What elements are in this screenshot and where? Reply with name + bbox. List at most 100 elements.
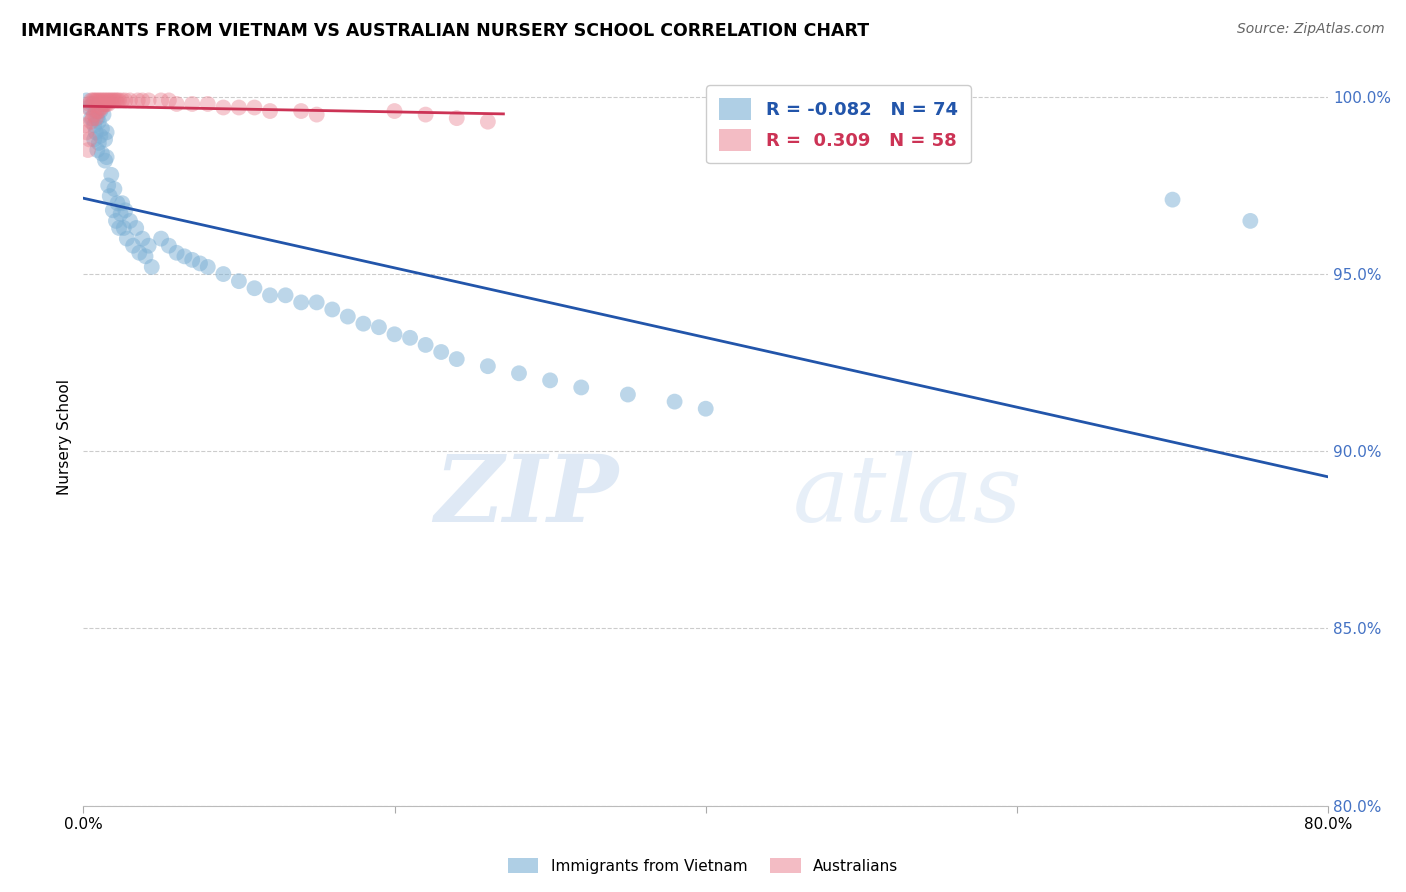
- Point: [617, 387, 640, 401]
- Point: [75, 94, 97, 108]
- Point: [94, 153, 117, 168]
- Point: [399, 331, 422, 345]
- Point: [107, 94, 129, 108]
- Point: [98, 189, 121, 203]
- Point: [89, 94, 111, 108]
- Point: [79, 132, 101, 146]
- Point: [104, 214, 127, 228]
- Point: [138, 238, 160, 252]
- Point: [259, 288, 281, 302]
- Point: [321, 302, 343, 317]
- Point: [141, 260, 163, 274]
- Point: [84, 125, 107, 139]
- Point: [446, 352, 468, 367]
- Point: [128, 245, 150, 260]
- Point: [305, 107, 328, 121]
- Point: [83, 94, 105, 108]
- Point: [97, 178, 120, 193]
- Point: [135, 249, 157, 263]
- Point: [228, 274, 250, 288]
- Point: [384, 327, 406, 342]
- Point: [131, 94, 153, 108]
- Point: [157, 238, 180, 252]
- Point: [108, 94, 131, 108]
- Point: [110, 207, 132, 221]
- Point: [197, 260, 219, 274]
- Point: [259, 103, 281, 118]
- Point: [96, 150, 118, 164]
- Point: [368, 320, 391, 334]
- Point: [94, 132, 117, 146]
- Point: [100, 168, 122, 182]
- Point: [569, 380, 592, 394]
- Point: [101, 203, 124, 218]
- Point: [1239, 214, 1261, 228]
- Point: [695, 401, 717, 416]
- Point: [91, 94, 114, 108]
- Point: [89, 128, 111, 143]
- Point: [477, 114, 499, 128]
- Point: [188, 256, 211, 270]
- Point: [111, 196, 134, 211]
- Point: [98, 94, 121, 108]
- Point: [336, 310, 359, 324]
- Point: [96, 94, 118, 108]
- Point: [82, 97, 104, 112]
- Point: [508, 366, 530, 380]
- Point: [80, 114, 103, 128]
- Point: [97, 97, 120, 112]
- Point: [305, 295, 328, 310]
- Point: [131, 232, 153, 246]
- Point: [96, 125, 118, 139]
- Point: [352, 317, 374, 331]
- Point: [86, 103, 108, 118]
- Point: [111, 94, 134, 108]
- Point: [94, 94, 117, 108]
- Point: [112, 221, 135, 235]
- Point: [150, 94, 173, 108]
- Point: [115, 232, 138, 246]
- Point: [446, 111, 468, 125]
- Point: [86, 111, 108, 125]
- Point: [290, 295, 312, 310]
- Point: [274, 288, 297, 302]
- Point: [415, 107, 437, 121]
- Point: [79, 101, 101, 115]
- Point: [104, 94, 127, 108]
- Legend: R = -0.082   N = 74, R =  0.309   N = 58: R = -0.082 N = 74, R = 0.309 N = 58: [706, 85, 970, 163]
- Point: [91, 146, 114, 161]
- Text: Source: ZipAtlas.com: Source: ZipAtlas.com: [1237, 22, 1385, 37]
- Point: [93, 94, 115, 108]
- Point: [538, 373, 561, 387]
- Point: [107, 196, 129, 211]
- Point: [114, 203, 136, 218]
- Point: [87, 103, 110, 118]
- Point: [82, 111, 104, 125]
- Point: [664, 394, 686, 409]
- Y-axis label: Nursery School: Nursery School: [58, 379, 72, 495]
- Point: [77, 143, 100, 157]
- Point: [83, 132, 105, 146]
- Point: [93, 97, 115, 112]
- Point: [228, 101, 250, 115]
- Point: [86, 143, 108, 157]
- Point: [103, 94, 125, 108]
- Point: [73, 118, 96, 132]
- Point: [83, 107, 105, 121]
- Text: ZIP: ZIP: [434, 451, 619, 541]
- Point: [138, 94, 160, 108]
- Point: [118, 214, 141, 228]
- Point: [94, 97, 117, 112]
- Point: [87, 94, 110, 108]
- Point: [150, 232, 173, 246]
- Point: [166, 97, 188, 112]
- Text: IMMIGRANTS FROM VIETNAM VS AUSTRALIAN NURSERY SCHOOL CORRELATION CHART: IMMIGRANTS FROM VIETNAM VS AUSTRALIAN NU…: [21, 22, 869, 40]
- Point: [118, 94, 141, 108]
- Point: [108, 221, 131, 235]
- Legend: Immigrants from Vietnam, Australians: Immigrants from Vietnam, Australians: [502, 852, 904, 880]
- Point: [173, 249, 195, 263]
- Point: [80, 94, 103, 108]
- Point: [243, 101, 266, 115]
- Point: [212, 101, 235, 115]
- Text: atlas: atlas: [793, 451, 1022, 541]
